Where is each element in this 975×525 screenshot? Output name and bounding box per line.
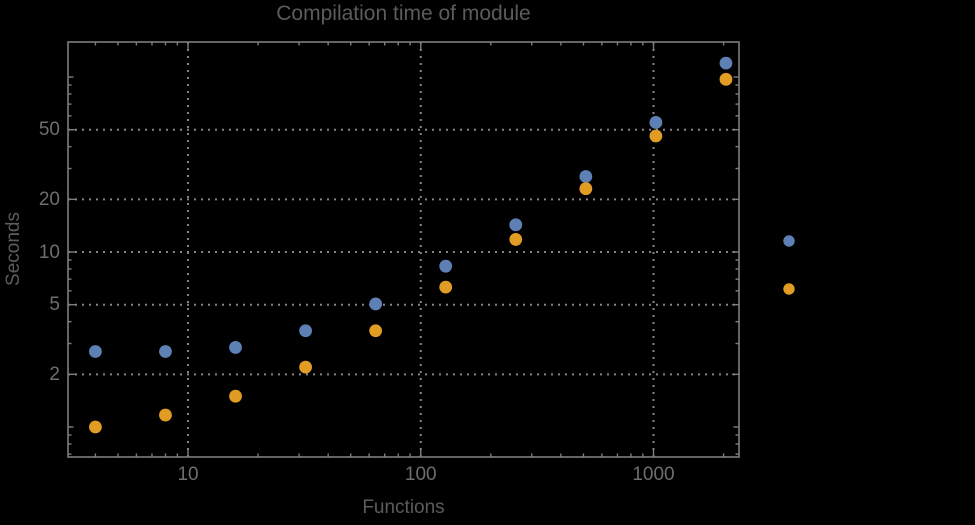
data-point-series-2-orange [649,129,663,143]
data-point-series-2-orange [719,72,733,86]
data-point-series-1-blue [509,218,523,232]
plot-frame [67,41,740,458]
y-tick-label: 5 [49,294,60,316]
x-tick-label: 100 [404,464,437,485]
data-point-series-2-orange [439,280,453,294]
y-tick-label: 10 [38,241,60,263]
data-point-series-1-blue [299,324,312,338]
data-point-series-1-blue [649,116,663,129]
legend-marker-series-2-orange-icon [783,283,795,295]
y-tick-label: 2 [49,363,60,385]
data-point-series-2-orange [229,389,242,403]
data-point-series-1-blue [439,259,453,273]
x-tick-label: 10 [177,464,199,485]
data-point-series-1-blue [719,56,733,70]
x-tick-label: 1000 [632,464,675,485]
data-point-series-2-orange [89,420,102,434]
legend-marker-series-1-blue-icon [783,235,795,247]
data-point-series-2-orange [299,360,312,374]
y-tick-label: 50 [38,119,60,141]
data-point-series-1-blue [159,345,172,358]
data-point-series-2-orange [579,182,593,196]
data-point-series-1-blue [89,345,102,358]
y-tick-label: 20 [38,188,60,210]
chart-title: Compilation time of module [276,2,531,25]
data-point-series-2-orange [159,408,172,422]
data-point-series-2-orange [369,324,383,338]
data-point-series-1-blue [369,297,383,311]
data-point-series-1-blue [229,341,242,354]
data-point-series-2-orange [509,233,523,246]
data-point-series-1-blue [579,170,593,183]
x-axis-label: Functions [362,497,445,518]
